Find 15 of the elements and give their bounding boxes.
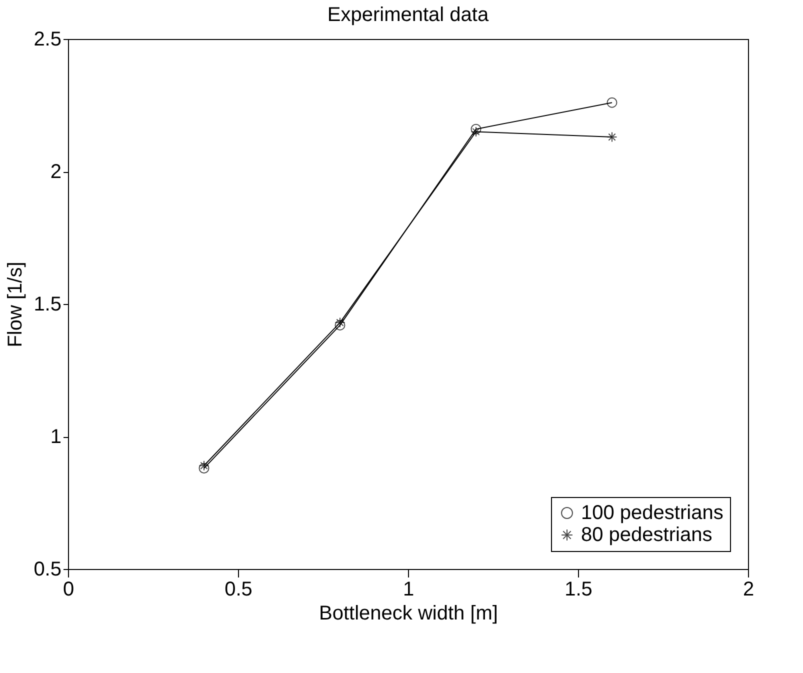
x-tick-label: 2 (742, 578, 754, 600)
x-tick-label: 0.5 (224, 578, 252, 600)
y-tick-label: 1 (50, 426, 62, 448)
chart-title: Experimental data (327, 4, 490, 26)
x-tick-label: 0 (62, 578, 74, 600)
y-tick-label: 2.5 (34, 28, 62, 50)
legend-label: 80 pedestrians (581, 524, 712, 546)
y-tick-label: 1.5 (34, 294, 62, 316)
y-axis-title: Flow [1/s] (4, 262, 27, 348)
y-tick-label: 2 (50, 161, 62, 183)
x-axis-title: Bottleneck width [m] (319, 602, 498, 624)
x-tick-label: 1.5 (564, 578, 592, 600)
y-tick-label: 0.5 (34, 558, 62, 580)
x-tick-label: 1 (402, 578, 414, 600)
legend-label: 100 pedestrians (581, 502, 724, 524)
